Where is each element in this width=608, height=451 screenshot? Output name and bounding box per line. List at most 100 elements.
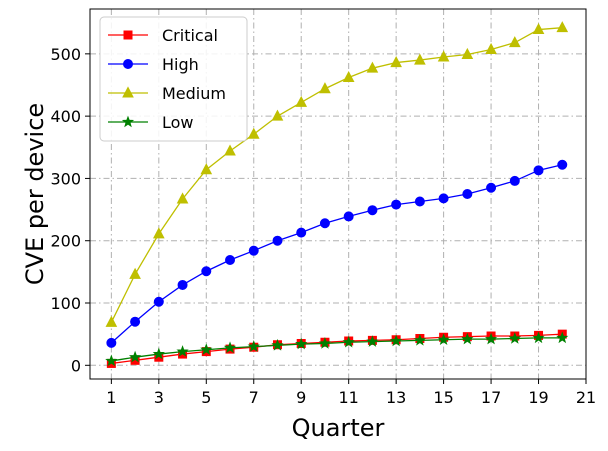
plot-frame bbox=[89, 8, 587, 380]
series-critical bbox=[106, 329, 567, 368]
data-point-medium bbox=[390, 55, 402, 68]
legend-item-medium: Medium bbox=[108, 84, 226, 103]
legend-label: Medium bbox=[162, 84, 226, 103]
data-point-low bbox=[128, 350, 142, 363]
data-point-medium bbox=[247, 127, 260, 139]
series-high bbox=[106, 159, 568, 348]
series-low bbox=[105, 331, 569, 367]
y-tick-label: 100 bbox=[50, 294, 81, 313]
x-tick-label: 7 bbox=[249, 388, 259, 407]
legend-item-critical: Critical bbox=[108, 26, 218, 45]
data-point-medium bbox=[271, 109, 284, 121]
data-point-medium bbox=[414, 53, 426, 65]
data-point-high bbox=[462, 189, 473, 199]
y-axis-title: CVE per device bbox=[21, 103, 49, 285]
data-point-low bbox=[413, 333, 426, 346]
series-medium bbox=[105, 21, 569, 327]
data-point-high bbox=[319, 218, 330, 229]
y-axis-ticks: 0 100 200 300 400 500 bbox=[50, 45, 90, 375]
data-point-low bbox=[200, 343, 213, 355]
data-point-high bbox=[248, 245, 259, 256]
data-point-medium bbox=[366, 61, 379, 73]
y-tick-label: 400 bbox=[50, 107, 81, 126]
data-point-low bbox=[366, 335, 379, 347]
y-tick-label: 300 bbox=[50, 169, 81, 188]
legend-item-low: Low bbox=[108, 113, 194, 132]
data-point-high bbox=[533, 165, 544, 176]
data-point-medium bbox=[105, 315, 118, 327]
data-point-medium bbox=[508, 36, 521, 48]
data-point-low bbox=[105, 354, 118, 367]
legend-label: Critical bbox=[162, 26, 218, 45]
data-point-high bbox=[343, 211, 354, 222]
data-point-high bbox=[225, 255, 236, 266]
data-point-low bbox=[390, 334, 403, 347]
data-point-low bbox=[437, 333, 450, 345]
data-point-low bbox=[556, 331, 569, 344]
data-point-medium bbox=[224, 144, 236, 156]
data-point-medium bbox=[200, 163, 213, 175]
data-point-low bbox=[247, 340, 260, 352]
data-point-low bbox=[532, 331, 545, 344]
x-axis-title: Quarter bbox=[292, 414, 385, 442]
data-point-low bbox=[508, 332, 521, 344]
data-point-low bbox=[461, 332, 474, 345]
x-tick-label: 5 bbox=[201, 388, 211, 407]
data-point-high bbox=[438, 193, 449, 204]
data-point-high bbox=[296, 227, 307, 238]
legend-label: Low bbox=[162, 113, 194, 132]
series-line-high bbox=[110, 164, 563, 344]
legend-item-high: High bbox=[108, 55, 199, 74]
x-tick-label: 21 bbox=[576, 388, 596, 407]
data-point-low bbox=[223, 341, 237, 354]
x-tick-label: 15 bbox=[433, 388, 453, 407]
data-point-medium bbox=[532, 22, 545, 35]
x-tick-label: 9 bbox=[296, 388, 306, 407]
data-point-medium bbox=[437, 50, 450, 62]
legend-swatch-marker bbox=[123, 30, 133, 40]
legend: Critical High Medium Low bbox=[99, 16, 248, 142]
data-point-high bbox=[106, 337, 117, 348]
data-point-low bbox=[176, 345, 189, 357]
data-point-low bbox=[342, 335, 355, 348]
data-point-high bbox=[177, 279, 188, 290]
data-point-high bbox=[201, 266, 212, 277]
y-tick-label: 200 bbox=[50, 232, 81, 251]
data-point-high bbox=[414, 196, 425, 207]
data-point-high bbox=[486, 182, 497, 193]
x-tick-label: 17 bbox=[481, 388, 501, 407]
data-point-high bbox=[367, 205, 378, 216]
data-point-high bbox=[153, 296, 164, 307]
data-point-low bbox=[295, 337, 308, 350]
data-point-high bbox=[509, 175, 520, 186]
data-point-medium bbox=[176, 192, 189, 204]
x-tick-label: 19 bbox=[528, 388, 548, 407]
data-point-low bbox=[271, 338, 284, 351]
data-point-medium bbox=[461, 47, 474, 59]
data-point-high bbox=[391, 199, 402, 210]
data-point-low bbox=[318, 337, 332, 349]
series-line-medium bbox=[110, 27, 563, 323]
data-point-medium bbox=[556, 21, 569, 33]
data-point-high bbox=[272, 235, 283, 246]
data-point-low bbox=[484, 332, 498, 345]
y-tick-label: 0 bbox=[71, 356, 81, 375]
data-point-medium bbox=[295, 95, 308, 107]
x-axis-ticks: 1 3 5 7 9 11 13 15 17 19 21 bbox=[106, 379, 596, 407]
legend-swatch-marker bbox=[123, 59, 133, 69]
data-point-medium bbox=[485, 42, 497, 54]
y-tick-label: 500 bbox=[50, 45, 81, 64]
legend-box bbox=[99, 16, 248, 142]
data-point-medium bbox=[152, 227, 165, 239]
legend-swatch-marker bbox=[122, 86, 134, 98]
data-point-medium bbox=[342, 70, 355, 83]
data-point-low bbox=[152, 347, 165, 360]
legend-swatch-marker bbox=[121, 115, 135, 128]
x-tick-label: 11 bbox=[338, 388, 358, 407]
x-tick-label: 13 bbox=[386, 388, 406, 407]
data-point-high bbox=[130, 316, 141, 327]
x-tick-label: 3 bbox=[154, 388, 164, 407]
data-point-medium bbox=[129, 267, 141, 279]
legend-label: High bbox=[162, 55, 199, 74]
